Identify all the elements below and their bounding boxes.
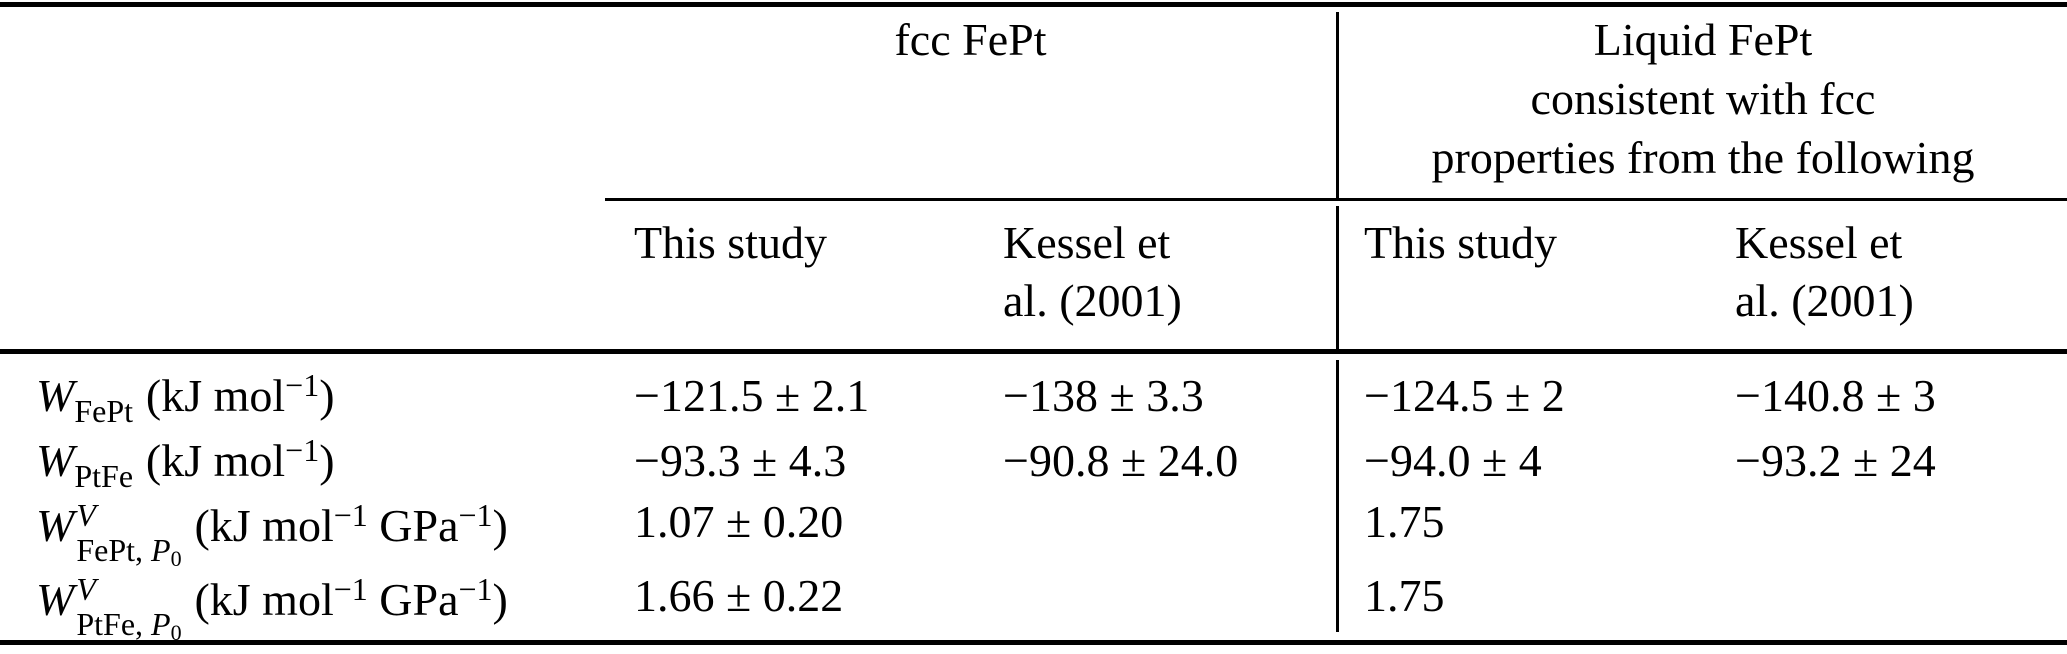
row-label-w-ptfe: WPtFe (kJ mol−1) [36, 432, 335, 492]
unit-close: ) [492, 500, 508, 551]
margules-subscript: PtFe [74, 458, 134, 494]
margules-subscript: FePt, P0 [76, 532, 181, 570]
unit-exponent: −1 [285, 432, 320, 468]
value-liquid-this-study: 1.75 [1364, 496, 1445, 547]
unit-close: ) [319, 370, 335, 421]
subheader-fcc-kessel: Kessel et al. (2001) [1003, 214, 1182, 330]
unit-exponent-2: −1 [458, 497, 493, 533]
subheader-fcc-kessel-line2: al. (2001) [1003, 275, 1182, 326]
section-divider-subheader [1336, 206, 1339, 349]
margules-subscript: FePt [74, 393, 134, 429]
unit-open: (kJ mol [145, 435, 286, 486]
unit-label: (kJ mol−1) [145, 367, 335, 421]
unit-close: ) [319, 435, 335, 486]
unit-open: (kJ mol [194, 500, 334, 551]
row-label-w-fept: WFePt (kJ mol−1) [36, 367, 335, 427]
volume-superscript: V [76, 571, 96, 607]
value-liquid-this-study: −94.0 ± 4 [1364, 435, 1542, 486]
unit-label: (kJ mol−1 GPa−1) [194, 571, 508, 625]
value-fcc-this-study: −93.3 ± 4.3 [634, 435, 847, 486]
group-header-fcc-fept: fcc FePt [894, 14, 1047, 65]
unit-mid: GPa [367, 574, 459, 625]
pressure-index: 0 [170, 546, 182, 571]
bottom-rule [0, 640, 2067, 645]
row-label-wv-fept: W V FePt, P0 (kJ mol−1 GPa−1) [36, 497, 508, 570]
section-divider-body [1336, 360, 1339, 632]
margules-subscript: PtFe, P0 [76, 606, 181, 644]
unit-exponent-2: −1 [458, 571, 493, 607]
top-rule [0, 2, 2067, 7]
margules-supsub: V PtFe, P0 [76, 571, 181, 644]
subheader-liquid-kessel-line2: al. (2001) [1735, 275, 1914, 326]
subheader-fcc-this-study: This study [634, 217, 827, 268]
value-liquid-kessel: −93.2 ± 24 [1735, 435, 1936, 486]
value-fcc-kessel: −90.8 ± 24.0 [1003, 435, 1239, 486]
margules-symbol: W [36, 574, 75, 625]
margules-symbol: W [36, 435, 75, 486]
header-body-rule [0, 349, 2067, 354]
subscript-pair: PtFe, [76, 606, 152, 642]
value-liquid-kessel: −140.8 ± 3 [1735, 370, 1936, 421]
margules-symbol: W [36, 500, 75, 551]
subheader-liquid-this-study: This study [1364, 217, 1557, 268]
unit-close: ) [492, 574, 508, 625]
value-fcc-this-study: −121.5 ± 2.1 [634, 370, 870, 421]
value-liquid-this-study: −124.5 ± 2 [1364, 370, 1565, 421]
group-header-liquid-line3: properties from the following [1431, 132, 1975, 183]
unit-open: (kJ mol [194, 574, 334, 625]
value-fcc-this-study: 1.07 ± 0.20 [634, 496, 844, 547]
section-divider-header [1336, 12, 1339, 198]
unit-exponent-1: −1 [333, 571, 368, 607]
subheader-liquid-kessel: Kessel et al. (2001) [1735, 214, 1914, 330]
pressure-index: 0 [170, 620, 182, 645]
value-liquid-this-study: 1.75 [1364, 570, 1445, 621]
group-header-liquid-fept: Liquid FePt consistent with fcc properti… [1339, 10, 2067, 187]
group-header-liquid-line2: consistent with fcc [1530, 73, 1876, 124]
subheader-liquid-kessel-line1: Kessel et [1735, 217, 1903, 268]
unit-label: (kJ mol−1) [145, 432, 335, 486]
volume-superscript: V [76, 497, 96, 533]
margules-supsub: V FePt, P0 [76, 497, 181, 570]
group-header-liquid-line1: Liquid FePt [1593, 14, 1813, 65]
row-label-wv-ptfe: W V PtFe, P0 (kJ mol−1 GPa−1) [36, 571, 508, 644]
subheader-fcc-kessel-line1: Kessel et [1003, 217, 1171, 268]
pressure-symbol: P [151, 606, 171, 642]
unit-exponent: −1 [285, 367, 320, 403]
margules-symbol: W [36, 370, 75, 421]
subheader-partial-rule [605, 198, 2067, 201]
unit-exponent-1: −1 [333, 497, 368, 533]
unit-mid: GPa [367, 500, 459, 551]
unit-label: (kJ mol−1 GPa−1) [194, 497, 508, 551]
value-fcc-kessel: −138 ± 3.3 [1003, 370, 1204, 421]
unit-open: (kJ mol [145, 370, 286, 421]
value-fcc-this-study: 1.66 ± 0.22 [634, 570, 844, 621]
subscript-pair: FePt, [76, 532, 152, 568]
pressure-symbol: P [151, 532, 171, 568]
